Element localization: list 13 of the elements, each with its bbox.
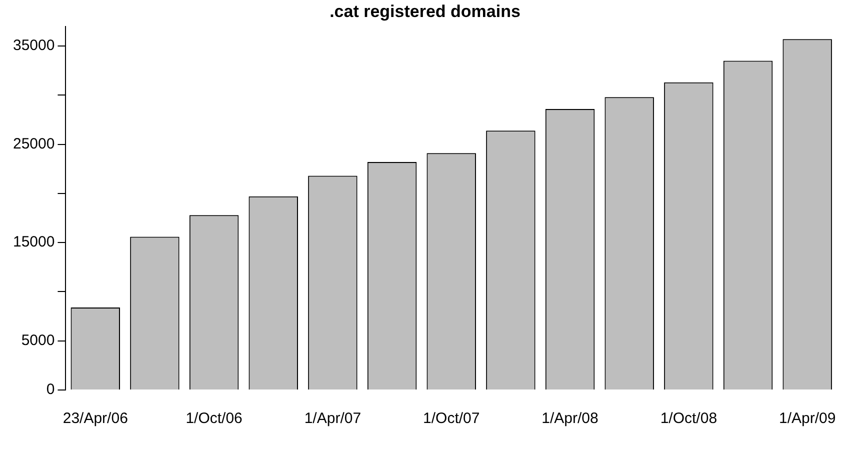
- x-tick-label: 1/Apr/08: [542, 410, 598, 428]
- chart-title: .cat registered domains: [330, 2, 520, 21]
- x-tick-label: 23/Apr/06: [62, 410, 128, 428]
- x-tick-label: 1/Apr/09: [778, 410, 836, 428]
- y-tick-label: 0: [46, 381, 55, 398]
- x-tick-label: 1/Apr/07: [304, 410, 362, 428]
- y-tick-label: 15000: [12, 234, 55, 251]
- y-tick-label: 25000: [12, 135, 55, 152]
- x-tick-label: 1/Oct/08: [660, 410, 718, 428]
- y-tick-label: 5000: [21, 332, 55, 350]
- x-tick-label: 1/Oct/07: [423, 410, 480, 428]
- x-tick-label: 1/Oct/06: [186, 410, 242, 428]
- y-tick-label: 35000: [12, 37, 55, 54]
